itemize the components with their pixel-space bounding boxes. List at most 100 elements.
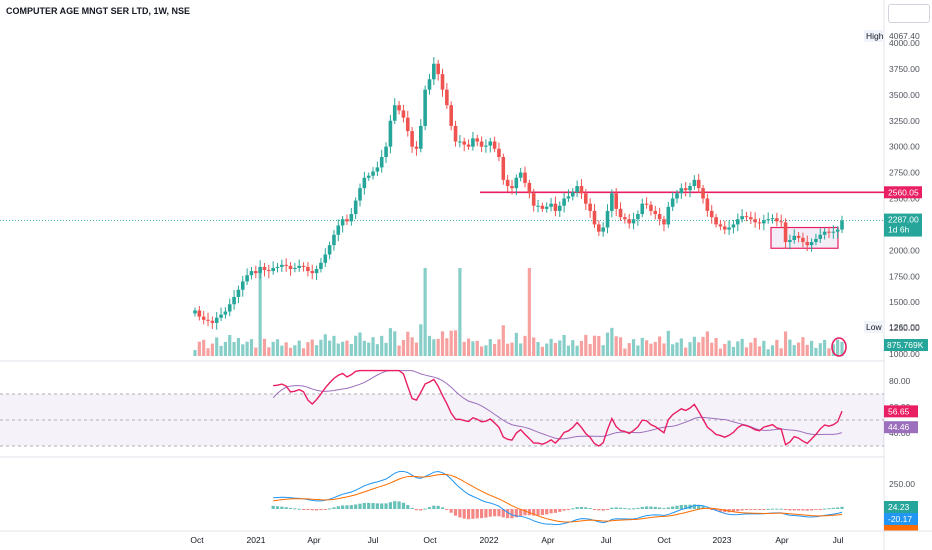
candle-body (610, 193, 614, 211)
volume-bar (367, 342, 371, 356)
volume-bar (323, 334, 327, 356)
candle-body (523, 172, 527, 183)
resistance-value: 2560.05 (888, 187, 919, 197)
volume-bar (584, 334, 588, 356)
high-label: High (866, 31, 884, 41)
candle-body (544, 206, 549, 209)
toolbar-button[interactable] (888, 4, 930, 23)
macd-histogram-bar (840, 506, 844, 509)
volume-bar (740, 338, 744, 356)
candle-body (466, 144, 471, 147)
volume-bar (471, 341, 475, 356)
candle-body (388, 120, 393, 147)
macd-histogram-bar (810, 509, 814, 511)
candle-body (193, 310, 197, 314)
candle-body (440, 74, 445, 90)
volume-bar (727, 340, 731, 356)
candle-body (514, 177, 519, 189)
candle-body (306, 266, 310, 272)
candle-body (809, 242, 814, 246)
candle-body (796, 235, 801, 238)
volume-bar (792, 345, 796, 356)
x-tick-label: Oct (657, 535, 671, 545)
volume-bar (475, 340, 479, 356)
price-tick-label: 2500.00 (889, 194, 920, 204)
volume-bar (466, 338, 471, 356)
macd-histogram-bar (523, 509, 527, 516)
volume-bar (723, 343, 727, 356)
chart-title: COMPUTER AGE MNGT SER LTD, 1W, NSE (6, 6, 191, 16)
volume-bar (736, 341, 740, 356)
macd-histogram-bar (614, 507, 618, 509)
volume-bar (241, 344, 245, 356)
candle-body (340, 219, 345, 226)
volume-bar (267, 347, 271, 356)
macd-histogram-bar (731, 509, 736, 512)
candle-body (618, 208, 623, 218)
macd-histogram-bar (805, 509, 809, 511)
volume-bar (688, 342, 692, 356)
candle-body (310, 271, 315, 274)
volume-bar (553, 343, 558, 356)
candle-body (314, 268, 319, 274)
volume-bar (215, 337, 219, 356)
volume-bar (501, 325, 505, 356)
x-tick-label: Oct (423, 535, 437, 545)
volume-bar (749, 342, 753, 356)
macd-histogram-bar (618, 507, 623, 509)
candle-body (840, 220, 844, 230)
macd-histogram-bar (301, 509, 306, 510)
volume-bar (810, 340, 814, 356)
candle-body (232, 296, 236, 305)
macd-histogram-bar (579, 506, 584, 509)
low-tag-bg (864, 321, 884, 333)
candle-body (375, 167, 380, 172)
macd-histogram-bar (671, 506, 675, 509)
macd-histogram-bar (310, 509, 314, 511)
volume-bar (354, 335, 358, 356)
macd-histogram-bar (757, 509, 762, 510)
candle-body (709, 210, 714, 218)
volume-bar (280, 345, 284, 356)
macd-histogram-bar (644, 506, 649, 509)
candle-body (757, 222, 762, 224)
macd-histogram-bar (293, 508, 297, 510)
price-tick-label: 4000.00 (889, 38, 920, 48)
candle-body (749, 217, 753, 220)
macd-histogram-bar (592, 509, 597, 510)
volume-bar (401, 340, 406, 356)
volume-bar (388, 328, 393, 356)
volume-bar (341, 341, 345, 356)
candle-body (827, 231, 831, 233)
volume-bar (588, 344, 592, 356)
candle-body (210, 320, 215, 323)
candle-body (458, 141, 462, 143)
volume-bar (362, 340, 366, 356)
x-tick-label: 2021 (247, 535, 266, 545)
volume-bar (675, 342, 679, 356)
macd-histogram-bar (484, 509, 488, 518)
macd-histogram-bar (796, 509, 801, 511)
candle-body (427, 79, 432, 90)
volume-bar (458, 268, 462, 356)
volume-bar (684, 347, 688, 356)
volume-bar (345, 340, 349, 356)
volume-bar (631, 339, 636, 356)
macd-histogram-bar (836, 507, 840, 509)
macd-histogram-bar (662, 508, 666, 510)
last-price-value: 2287.00 (888, 215, 919, 225)
macd-histogram-bar (475, 509, 479, 519)
candle-body (484, 145, 488, 147)
candle-body (727, 227, 731, 230)
volume-bar (228, 335, 232, 356)
volume-bar (314, 345, 319, 356)
candle-body (505, 179, 510, 187)
macd-histogram-bar (419, 509, 423, 511)
candle-body (245, 275, 249, 282)
volume-bar (579, 341, 584, 356)
volume-bar (766, 349, 770, 356)
volume-bar (523, 335, 527, 356)
candle-body (653, 210, 658, 215)
